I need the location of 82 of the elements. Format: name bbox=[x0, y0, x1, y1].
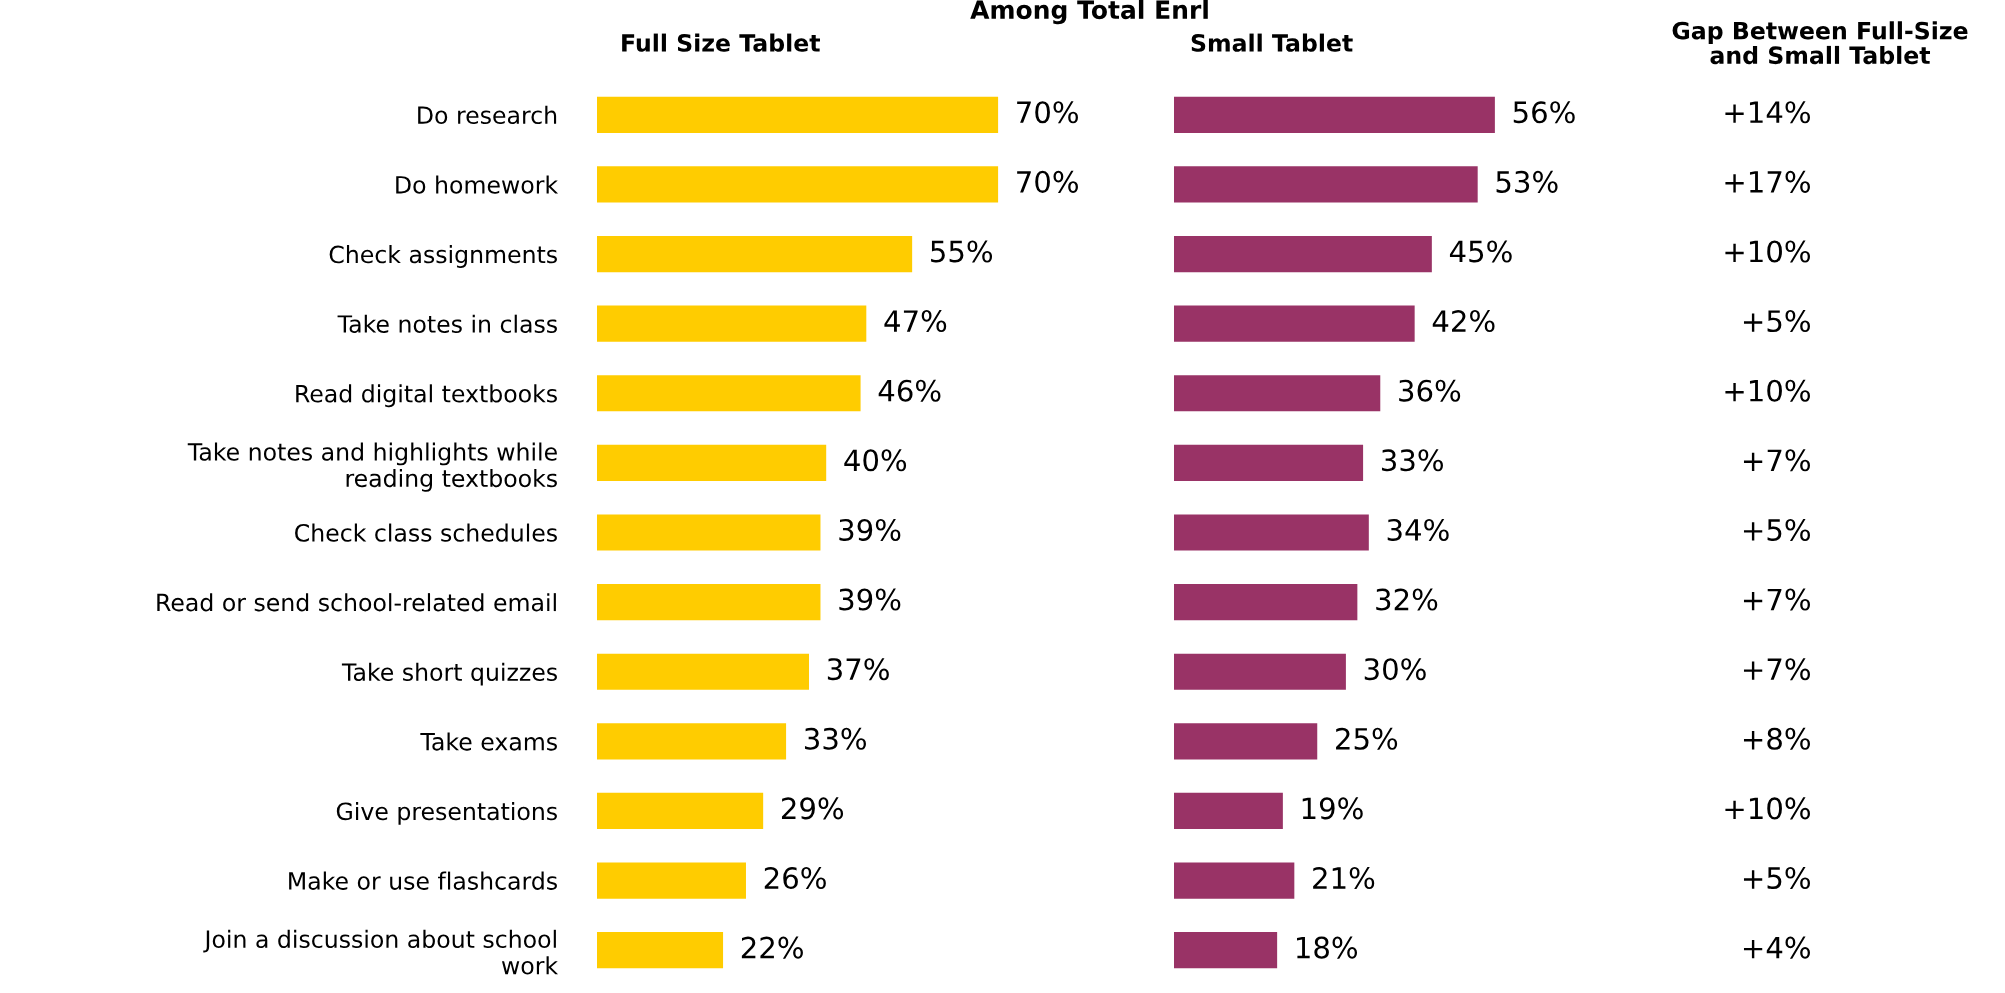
bar bbox=[1174, 584, 1358, 621]
y-tick-label: Check class schedules bbox=[295, 523, 557, 542]
text: +7% bbox=[1743, 588, 1810, 611]
text: Gap Between Full-Size and Small Tablet bbox=[1672, 21, 1968, 65]
data-label: 22% bbox=[741, 936, 803, 959]
y-tick-label: Give presentations bbox=[336, 801, 557, 825]
text: +5% bbox=[1743, 310, 1810, 333]
bar bbox=[597, 932, 724, 969]
text: +5% bbox=[1743, 866, 1810, 890]
y-tick-label: Read digital textbooks bbox=[296, 384, 557, 408]
y-tick-label: Check assignments bbox=[329, 245, 557, 268]
data-label: 46% bbox=[878, 379, 941, 402]
y-tick-label: Join a discussion about school work bbox=[203, 929, 559, 975]
data-label: 47% bbox=[884, 310, 947, 333]
data-label: 39% bbox=[839, 518, 901, 541]
bar bbox=[597, 653, 810, 690]
data-label: 55% bbox=[931, 240, 993, 263]
text: +17% bbox=[1725, 170, 1810, 193]
data-label: 18% bbox=[1297, 936, 1358, 959]
bar bbox=[1174, 235, 1432, 273]
data-label: 40% bbox=[844, 449, 907, 472]
bar bbox=[1174, 723, 1318, 760]
bar bbox=[1174, 166, 1478, 203]
bar bbox=[1174, 932, 1278, 969]
text: +4% bbox=[1743, 936, 1810, 959]
data-label: 29% bbox=[781, 797, 844, 820]
bar bbox=[597, 375, 861, 412]
bar bbox=[597, 584, 821, 621]
y-tick-label: Do homework bbox=[396, 175, 559, 194]
bar bbox=[1174, 444, 1364, 481]
data-label: 42% bbox=[1432, 310, 1495, 333]
data-label: 30% bbox=[1364, 658, 1426, 681]
bar bbox=[1174, 653, 1346, 690]
data-label: 56% bbox=[1513, 101, 1575, 124]
data-label: 39% bbox=[839, 588, 901, 611]
bar bbox=[1174, 96, 1495, 133]
bar bbox=[597, 305, 867, 342]
y-tick-label: Take notes in class bbox=[337, 314, 557, 333]
bar bbox=[597, 166, 999, 203]
data-label: 25% bbox=[1336, 727, 1398, 750]
data-label: 26% bbox=[764, 866, 826, 890]
bar bbox=[597, 792, 764, 830]
data-label: 37% bbox=[827, 658, 889, 681]
text: +8% bbox=[1743, 727, 1810, 750]
data-label: 19% bbox=[1302, 797, 1363, 820]
data-label: 45% bbox=[1449, 240, 1512, 263]
text: +10% bbox=[1725, 797, 1810, 820]
text: +5% bbox=[1743, 518, 1810, 541]
bar bbox=[1174, 375, 1381, 412]
y-tick-label: Do research bbox=[418, 105, 557, 125]
data-label: 33% bbox=[1381, 449, 1443, 472]
text: +10% bbox=[1725, 240, 1810, 263]
bar bbox=[1174, 862, 1295, 899]
data-label: 36% bbox=[1399, 379, 1461, 402]
bar bbox=[597, 96, 999, 133]
bar bbox=[597, 514, 821, 551]
data-label: 32% bbox=[1376, 588, 1438, 611]
bar bbox=[1174, 792, 1283, 830]
y-tick-label: Take notes and highlights while reading textbooks bbox=[187, 442, 557, 492]
chart-title: Small Tablet bbox=[1191, 33, 1353, 52]
text: +7% bbox=[1743, 658, 1810, 681]
data-label: 34% bbox=[1387, 518, 1449, 541]
data-label: 70% bbox=[1017, 101, 1078, 124]
bar bbox=[597, 862, 746, 899]
bar bbox=[597, 444, 827, 481]
bar bbox=[1174, 514, 1369, 551]
chart-title: Full Size Tablet bbox=[622, 33, 820, 52]
bar bbox=[597, 235, 913, 273]
bar bbox=[597, 723, 787, 760]
text: +14% bbox=[1725, 101, 1810, 124]
text: Among Total Enrl bbox=[970, 0, 1208, 25]
data-label: 70% bbox=[1017, 170, 1078, 193]
data-label: 33% bbox=[804, 727, 866, 750]
y-tick-label: Take short quizzes bbox=[341, 662, 557, 686]
y-tick-label: Take exams bbox=[420, 732, 557, 751]
y-tick-label: Make or use flashcards bbox=[289, 871, 557, 890]
data-label: 53% bbox=[1496, 170, 1558, 193]
data-label: 21% bbox=[1313, 866, 1375, 890]
bar bbox=[1174, 305, 1415, 342]
text: +10% bbox=[1725, 379, 1810, 402]
y-tick-label: Read or send school-related email bbox=[157, 593, 556, 612]
text: +7% bbox=[1743, 449, 1810, 472]
